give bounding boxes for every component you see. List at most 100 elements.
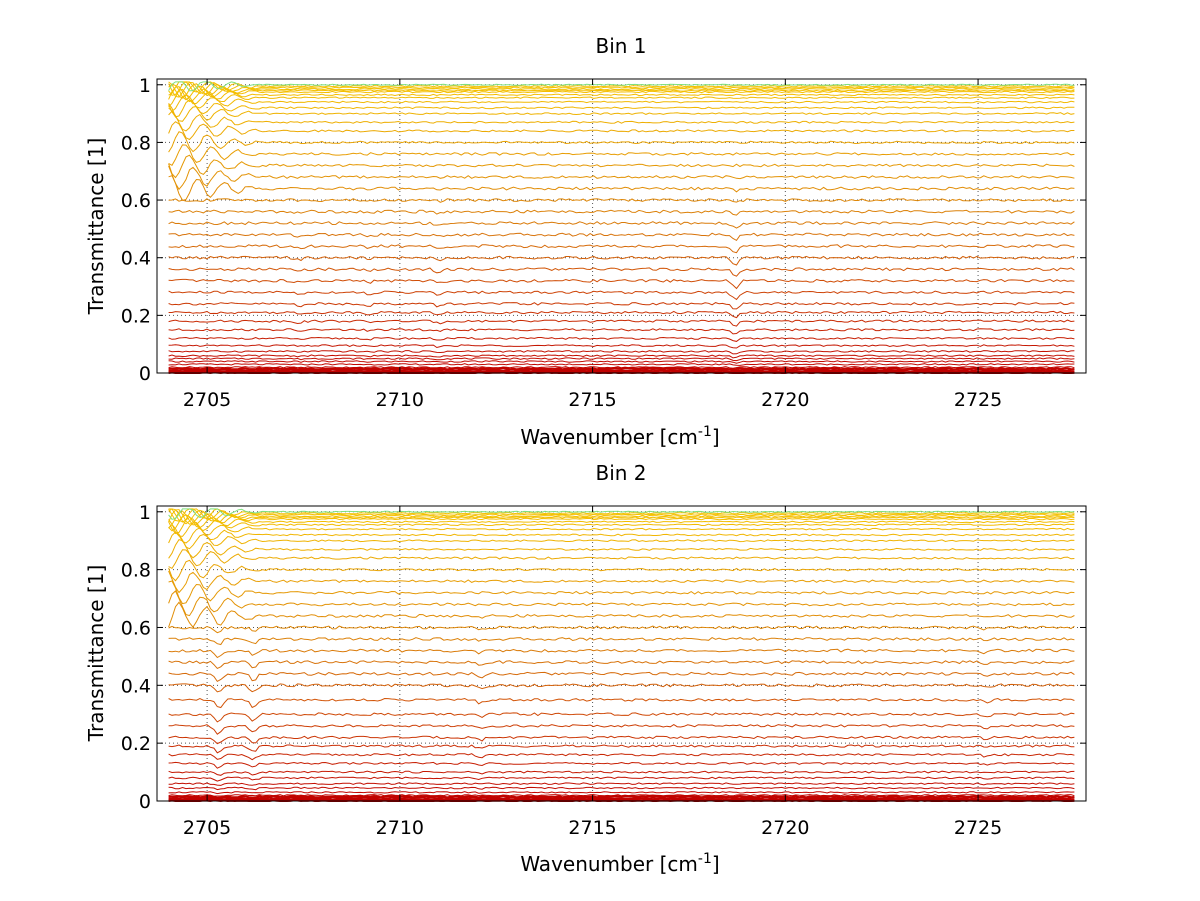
x-ticks: 2705 2710 2715 2720 2725 (183, 506, 1002, 839)
series-line (168, 81, 1075, 96)
series-line (168, 625, 1075, 634)
series-line (168, 516, 1075, 535)
y-tick-label: 0.8 (121, 560, 151, 582)
x-tick-label: 2710 (376, 389, 424, 411)
y-tick-label: 0.8 (121, 132, 151, 154)
y-tick-label: 0.6 (121, 190, 151, 212)
y-tick-label: 0.2 (121, 733, 151, 755)
series-line (168, 255, 1075, 266)
x-tick-label: 2720 (761, 817, 809, 839)
series-line (168, 366, 1075, 369)
series-line (168, 369, 1075, 374)
x-axis-label-tail: ] (712, 425, 720, 449)
series-line (168, 753, 1075, 761)
series-line (168, 267, 1075, 277)
series-line (168, 559, 1075, 582)
series-line (168, 88, 1075, 108)
series-line (168, 761, 1075, 769)
series-line (168, 794, 1075, 799)
series-line (168, 712, 1075, 723)
series-line (168, 531, 1075, 550)
series-line (168, 648, 1075, 659)
series-line (168, 81, 1075, 96)
series-line (168, 549, 1075, 570)
series-line (168, 94, 1075, 112)
series-line (168, 508, 1075, 522)
series-line (168, 110, 1075, 132)
series-line (168, 510, 1075, 529)
chart-title: Bin 2 (595, 461, 646, 485)
series-line (168, 519, 1075, 537)
x-axis-label: Wavenumber [cm-1] (520, 424, 719, 449)
y-tick-label: 1 (139, 75, 151, 97)
series-group (168, 508, 1075, 803)
plot-frame (156, 78, 1087, 374)
series-line (168, 175, 1075, 201)
series-line (168, 570, 1075, 594)
chart-panel-bin-1: Bin 1 2705 2710 2715 2720 2725 0 0.2 0.4 0.6 0.8… (84, 34, 1087, 449)
plot-frame (156, 505, 1087, 802)
series-line (168, 366, 1075, 371)
x-tick-label: 2705 (183, 389, 231, 411)
series-line (168, 310, 1075, 319)
series-line (168, 782, 1075, 786)
x-tick-label: 2715 (568, 817, 616, 839)
x-ticks: 2705 2710 2715 2720 2725 (183, 79, 1002, 411)
series-line (168, 660, 1075, 670)
series-line (168, 523, 1075, 544)
series-line (168, 198, 1075, 203)
series-group (168, 81, 1075, 375)
series-line (168, 744, 1075, 754)
series-line (168, 81, 1075, 92)
series-line (168, 671, 1075, 683)
series-line (168, 86, 1075, 103)
y-tick-label: 0 (139, 791, 151, 813)
series-line (168, 508, 1075, 520)
series-line (168, 363, 1075, 366)
x-axis-label-tail: ] (712, 852, 720, 876)
series-line (168, 154, 1075, 179)
series-line (168, 735, 1075, 745)
series-line (168, 336, 1075, 342)
y-ticks: 0 0.2 0.4 0.6 0.8 1 (121, 502, 1086, 813)
series-line (168, 786, 1075, 791)
series-line (168, 131, 1075, 153)
series-line (168, 290, 1075, 301)
series-line (168, 221, 1075, 229)
series-line (168, 83, 1075, 101)
series-line (168, 508, 1075, 525)
series-line (168, 244, 1075, 254)
x-tick-label: 2725 (954, 389, 1002, 411)
series-line (168, 350, 1075, 355)
series-line (168, 637, 1075, 646)
series-line (168, 232, 1075, 242)
series-line (168, 144, 1075, 166)
series-line (168, 103, 1075, 122)
series-line (168, 724, 1075, 735)
y-tick-label: 0.4 (121, 675, 151, 697)
chart-panel-bin-2: Bin 2 2705 2710 2715 2720 2725 0 0.2 0.4 0.6 0.8… (84, 461, 1087, 876)
y-tick-label: 0 (139, 363, 151, 385)
series-line (168, 357, 1075, 362)
series-line (168, 165, 1075, 191)
series-line (168, 601, 1075, 628)
y-tick-label: 1 (139, 502, 151, 524)
series-line (168, 81, 1075, 98)
series-line (168, 344, 1075, 349)
y-tick-label: 0.2 (121, 305, 151, 327)
y-tick-label: 0.4 (121, 248, 151, 270)
series-line (168, 509, 1075, 525)
series-line (168, 794, 1075, 797)
y-ticks: 0 0.2 0.4 0.6 0.8 1 (121, 75, 1086, 385)
x-tick-label: 2715 (568, 389, 616, 411)
series-line (168, 538, 1075, 559)
series-line (168, 319, 1075, 327)
series-line (168, 683, 1075, 693)
series-line (168, 797, 1075, 802)
series-line (168, 580, 1075, 605)
x-tick-label: 2725 (954, 817, 1002, 839)
y-axis-label: Transmittance [1] (84, 565, 108, 743)
x-axis-label: Wavenumber [cm-1] (520, 851, 719, 876)
x-axis-label-sup: -1 (698, 851, 712, 867)
